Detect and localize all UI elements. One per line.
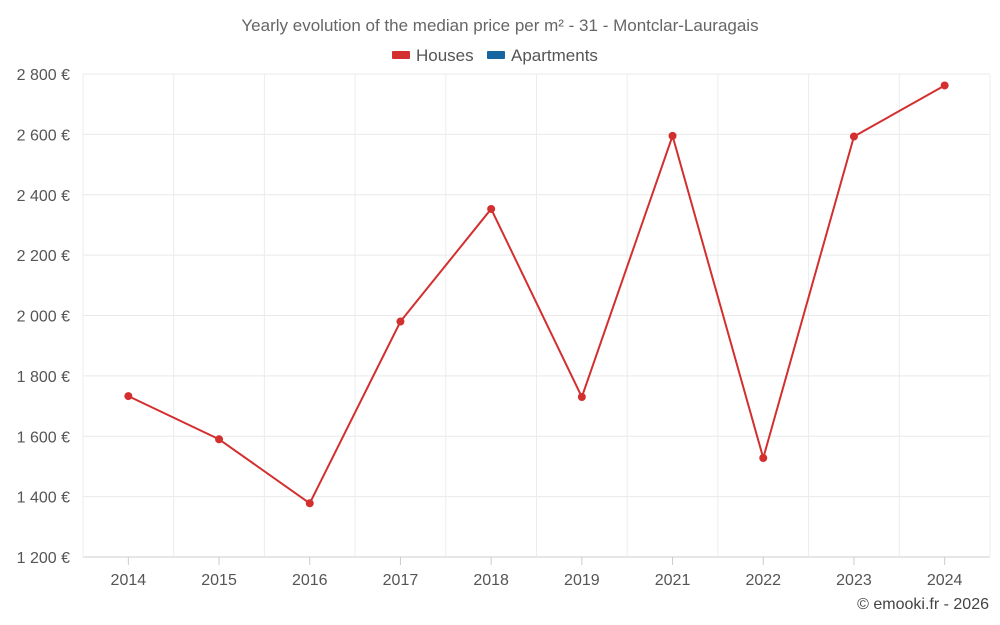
y-tick-label: 2 000 € (17, 309, 70, 326)
y-tick-label: 2 600 € (17, 127, 70, 144)
x-tick-label: 2014 (111, 572, 147, 589)
x-tick-label: 2024 (927, 572, 963, 589)
y-axis: 1 200 € 1 400 € 1 600 € 1 800 € 2 000 € 2 200… (17, 67, 70, 567)
x-tick-label: 2023 (836, 572, 872, 589)
data-point-houses[interactable] (940, 81, 949, 90)
y-tick-label: 1 600 € (17, 429, 70, 446)
legend: Houses Apartments (392, 46, 598, 65)
x-tick-label: 2019 (564, 572, 600, 589)
data-point-houses[interactable] (215, 435, 224, 444)
x-tick-label: 2017 (383, 572, 419, 589)
y-tick-label: 2 200 € (17, 248, 70, 265)
data-point-houses[interactable] (668, 131, 677, 140)
x-axis: 2014 2015 2016 2017 2018 2019 2021 2022 2023 2024 (111, 557, 963, 589)
data-point-houses[interactable] (305, 499, 314, 508)
legend-swatch-houses[interactable] (392, 51, 410, 59)
chart-title: Yearly evolution of the median price per… (241, 16, 758, 35)
data-point-houses[interactable] (396, 317, 405, 326)
x-tick-label: 2016 (292, 572, 328, 589)
x-gridlines (82, 74, 991, 557)
data-point-houses[interactable] (849, 132, 858, 141)
legend-label-apartments[interactable]: Apartments (511, 46, 598, 65)
data-point-houses[interactable] (577, 393, 586, 402)
x-tick-label: 2022 (745, 572, 781, 589)
x-tick-label: 2021 (655, 572, 691, 589)
series-line-houses (127, 84, 946, 505)
y-tick-label: 1 200 € (17, 550, 70, 567)
y-tick-label: 1 400 € (17, 490, 70, 507)
x-tick-label: 2015 (201, 572, 237, 589)
data-point-houses[interactable] (487, 204, 496, 213)
credit-text: © emooki.fr - 2026 (857, 596, 989, 613)
data-point-houses[interactable] (124, 392, 133, 401)
legend-swatch-apartments[interactable] (487, 51, 505, 59)
x-tick-label: 2018 (473, 572, 509, 589)
y-tick-label: 2 400 € (17, 188, 70, 205)
y-tick-label: 1 800 € (17, 369, 70, 386)
legend-label-houses[interactable]: Houses (416, 46, 474, 65)
data-point-houses[interactable] (759, 453, 768, 462)
y-tick-label: 2 800 € (17, 67, 70, 84)
series-houses (124, 81, 949, 508)
